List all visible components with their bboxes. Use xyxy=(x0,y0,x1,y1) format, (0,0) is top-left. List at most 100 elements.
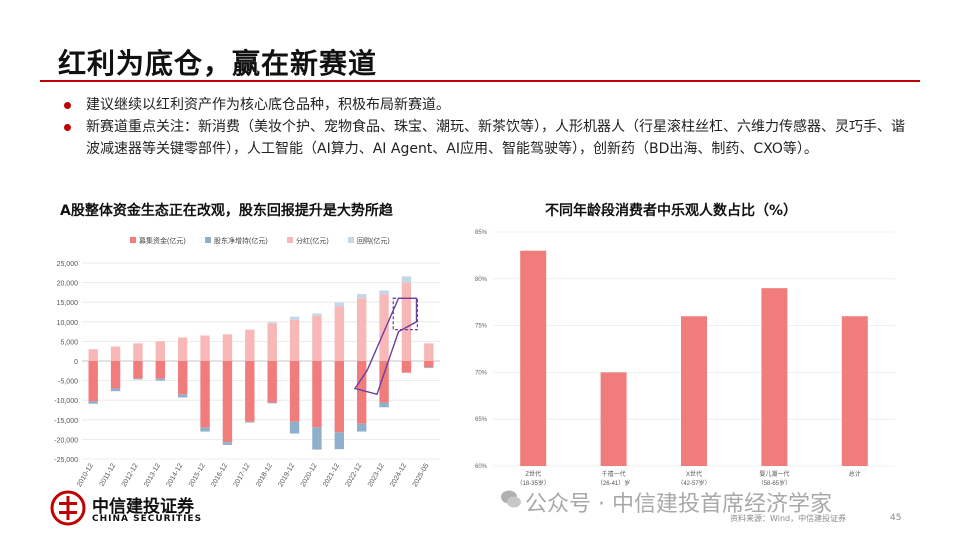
buyback-bar xyxy=(312,313,322,316)
x-tick-label: 2012-12 xyxy=(121,462,140,488)
legend-swatch xyxy=(287,237,293,243)
legend-swatch xyxy=(130,237,136,243)
x-tick-label: 千禧一代 xyxy=(602,470,626,478)
buyback-bar xyxy=(401,276,412,283)
dividend-bar xyxy=(334,306,345,361)
age-group-bar xyxy=(600,372,627,466)
x-tick-sublabel: （26-41）岁 xyxy=(597,479,630,487)
x-tick-sublabel: （58-65岁） xyxy=(758,479,791,487)
y-tick-label: 70% xyxy=(475,370,488,376)
x-tick-label: 2024-12 xyxy=(389,462,408,488)
buyback-bar xyxy=(267,322,277,324)
bullet-dot-icon xyxy=(64,124,71,131)
net-increase-bar xyxy=(155,378,166,381)
y-tick-label: 25,000 xyxy=(57,261,79,268)
x-tick-label: 2016-12 xyxy=(210,462,229,488)
net-increase-bar xyxy=(356,423,367,432)
legend-swatch xyxy=(348,237,354,243)
x-tick-label: 2021-12 xyxy=(322,462,341,488)
legend-label: 回购(亿元) xyxy=(357,236,390,245)
buyback-bar xyxy=(379,290,389,295)
x-tick-label: 总计 xyxy=(849,470,861,478)
y-tick-label: 75% xyxy=(475,324,488,330)
bullet-text: 建议继续以红利资产作为核心底仓品种，积极布局新赛道。 xyxy=(86,97,450,113)
dividend-bar xyxy=(110,346,121,361)
y-tick-label: 80% xyxy=(475,277,488,283)
highlight-box xyxy=(392,297,418,331)
raise-bar xyxy=(177,361,188,395)
raise-bar xyxy=(312,361,322,428)
raise-bar xyxy=(334,361,345,433)
right-chart-title: 不同年龄段消费者中乐观人数占比（%） xyxy=(545,203,798,219)
net-increase-bar xyxy=(267,402,277,404)
net-increase-bar xyxy=(379,402,389,408)
dividend-bar xyxy=(289,319,300,361)
x-tick-label: 2010-12 xyxy=(76,462,95,488)
x-tick-sublabel: （18-35岁） xyxy=(517,479,550,487)
x-tick-label: 2011-12 xyxy=(99,462,118,487)
age-group-bar xyxy=(681,316,707,466)
x-tick-sublabel: （42-57岁） xyxy=(677,479,710,487)
y-tick-label: 0 xyxy=(74,359,78,366)
dividend-bar xyxy=(379,294,389,361)
title-divider xyxy=(40,80,920,82)
buyback-bar xyxy=(356,293,367,299)
raise-bar xyxy=(110,361,121,389)
raise-bar xyxy=(356,361,367,424)
net-increase-bar xyxy=(88,401,98,404)
bullet-item: 建议继续以红利资产作为核心底仓品种，积极布局新赛道。 xyxy=(58,94,918,116)
x-tick-label: 2023-12 xyxy=(367,462,386,488)
dividend-bar xyxy=(424,343,434,361)
net-increase-bar xyxy=(312,427,322,450)
x-tick-label: 2019-12 xyxy=(277,462,296,488)
buyback-bar xyxy=(289,316,300,320)
y-tick-label: -20,000 xyxy=(54,437,78,444)
dividend-bar xyxy=(177,337,188,361)
dividend-bar xyxy=(267,323,277,361)
age-group-bar xyxy=(841,316,868,466)
legend-swatch xyxy=(205,237,211,243)
x-tick-label: 2020-12 xyxy=(300,462,319,488)
y-tick-label: -15,000 xyxy=(54,418,78,425)
net-increase-bar xyxy=(289,421,300,434)
y-tick-label: 15,000 xyxy=(57,300,79,307)
x-tick-label: 2017-12 xyxy=(233,462,252,488)
dividend-bar xyxy=(312,315,322,361)
y-tick-label: -25,000 xyxy=(54,457,78,464)
dividend-bar xyxy=(245,329,255,361)
raise-bar xyxy=(222,361,233,443)
x-tick-label: Z世代 xyxy=(525,470,541,478)
net-increase-bar xyxy=(110,388,121,392)
x-tick-label: 2025-05 xyxy=(412,462,431,488)
y-tick-label: 5,000 xyxy=(60,339,78,346)
dividend-bar xyxy=(155,341,166,361)
raise-bar xyxy=(155,361,166,379)
dividend-bar xyxy=(401,282,412,361)
net-increase-bar xyxy=(200,427,210,432)
net-increase-bar xyxy=(424,367,434,369)
raise-bar xyxy=(424,361,434,368)
raise-bar xyxy=(267,361,277,403)
buyback-bar xyxy=(334,302,345,307)
net-increase-bar xyxy=(222,442,233,445)
bullet-item: 新赛道重点关注：新消费（美妆个护、宠物食品、珠宝、潮玩、新茶饮等），人形机器人（… xyxy=(58,116,918,160)
y-tick-label: -10,000 xyxy=(54,398,78,405)
dividend-bar xyxy=(133,343,143,361)
bullet-list: 建议继续以红利资产作为核心底仓品种，积极布局新赛道。 新赛道重点关注：新消费（美… xyxy=(58,94,918,160)
x-tick-label: 婴儿潮一代 xyxy=(759,470,789,478)
wechat-icon xyxy=(501,490,521,508)
page-title: 红利为底仓，赢在新赛道 xyxy=(58,47,378,80)
left-chart: -25,000 -20,000 -15,000 -10,000 -5,000 0 5,000… xyxy=(54,236,440,488)
trend-arrow-icon xyxy=(353,297,418,396)
right-chart: 60% 65% 70% 75% 80% 85% Z世代（18-35岁） 千禧一代（26-41）… xyxy=(475,230,895,487)
raise-bar xyxy=(379,361,389,403)
net-increase-bar xyxy=(133,378,143,380)
y-tick-label: 85% xyxy=(475,230,488,236)
dividend-bar xyxy=(356,298,367,361)
x-tick-label: 2022-12 xyxy=(345,462,364,488)
net-increase-bar xyxy=(334,432,345,450)
china-securities-logo-icon xyxy=(50,490,86,526)
brand-name-cn: 中信建投证券 xyxy=(92,497,194,517)
left-chart-title: A股整体资金生态正在改观，股东回报提升是大势所趋 xyxy=(60,203,393,219)
x-tick-label: 2014-12 xyxy=(166,462,185,488)
